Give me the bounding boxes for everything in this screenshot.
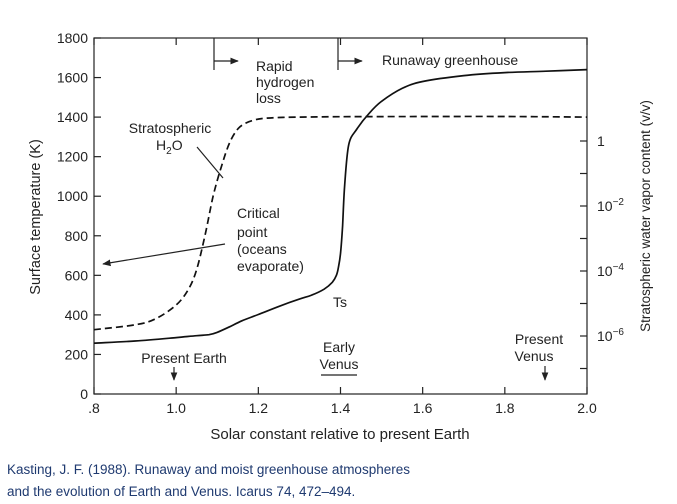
y-tick-label: 1200 [57,149,88,165]
y-tick-label: 0 [80,386,88,402]
y2-tick-label: 10−4 [597,262,624,279]
present-earth-label: Present Earth [141,350,227,366]
caption-line-1: Kasting, J. F. (1988). Runaway and moist… [7,462,410,477]
h2o-o: O [172,137,183,153]
h2o-h: H [156,137,166,153]
y2-tick-label: 10−6 [597,327,624,344]
series-ts-line [93,68,588,345]
ticks: .8 1.0 1.2 1.4 1.6 1.8 2.0 0 200 400 600 800 1000 120… [57,30,625,416]
stratospheric-label: Stratospheric [129,120,211,136]
y-tick-label: 1400 [57,109,88,125]
x-tick-label: 1.2 [249,400,269,416]
h2o-sub: 2 [166,146,172,157]
x-tick-label: 1.0 [166,400,186,416]
stratospheric-h2o-annotation: Stratospheric H2O [129,120,224,179]
rapid-label-2: hydrogen [256,74,314,90]
y2-tick-label: 10−2 [597,197,624,214]
chart: .8 1.0 1.2 1.4 1.6 1.8 2.0 0 200 400 600 800 1000 120… [28,30,653,443]
early-venus-label-2: Venus [320,356,359,372]
y-tick-label: 1800 [57,30,88,46]
ts-label: Ts [333,294,347,310]
early-venus-annotation: Early Venus [320,339,359,376]
y-tick-label: 1000 [57,188,88,204]
critical-label-3: (oceans [237,241,287,257]
critical-label-2: point [237,224,267,240]
series [93,68,588,345]
h2o-label: H2O [156,137,183,157]
x-tick-label: 1.8 [495,400,515,416]
x-axis-label: Solar constant relative to present Earth [210,426,469,443]
y-tick-label: 1600 [57,70,88,86]
y-tick-label: 600 [65,267,89,283]
y-tick-label: 200 [65,346,89,362]
x-tick-label: 1.4 [331,400,351,416]
y2-axis-label: Stratospheric water vapor content (v/v) [638,100,653,332]
runaway-label: Runaway greenhouse [382,52,518,68]
critical-point-annotation: Critical point (oceans evaporate) [102,205,304,274]
y2-tick-label: 1 [597,133,605,149]
critical-label-4: evaporate) [237,258,304,274]
early-venus-label-1: Early [323,339,355,355]
y-tick-label: 400 [65,307,89,323]
present-venus-label-2: Venus [515,348,554,364]
present-venus-annotation: Present Venus [515,331,563,381]
rapid-label-1: Rapid [256,58,293,74]
y-axis-label: Surface temperature (K) [28,139,44,295]
critical-arrow [102,243,226,267]
series-h2o-line [93,115,588,331]
caption-line-2: and the evolution of Earth and Venus. Ic… [7,484,356,499]
present-venus-label-1: Present [515,331,563,347]
x-tick-label: .8 [88,400,100,416]
present-earth-annotation: Present Earth [141,350,227,381]
critical-label-1: Critical [237,205,280,221]
x-tick-label: 2.0 [577,400,597,416]
x-tick-label: 1.6 [413,400,433,416]
rapid-label-3: loss [256,90,281,106]
y-tick-label: 800 [65,228,89,244]
rapid-hydrogen-loss-annotation: Rapid hydrogen loss [213,38,314,106]
h2o-pointer [196,146,224,179]
runaway-greenhouse-annotation: Runaway greenhouse [337,38,518,70]
